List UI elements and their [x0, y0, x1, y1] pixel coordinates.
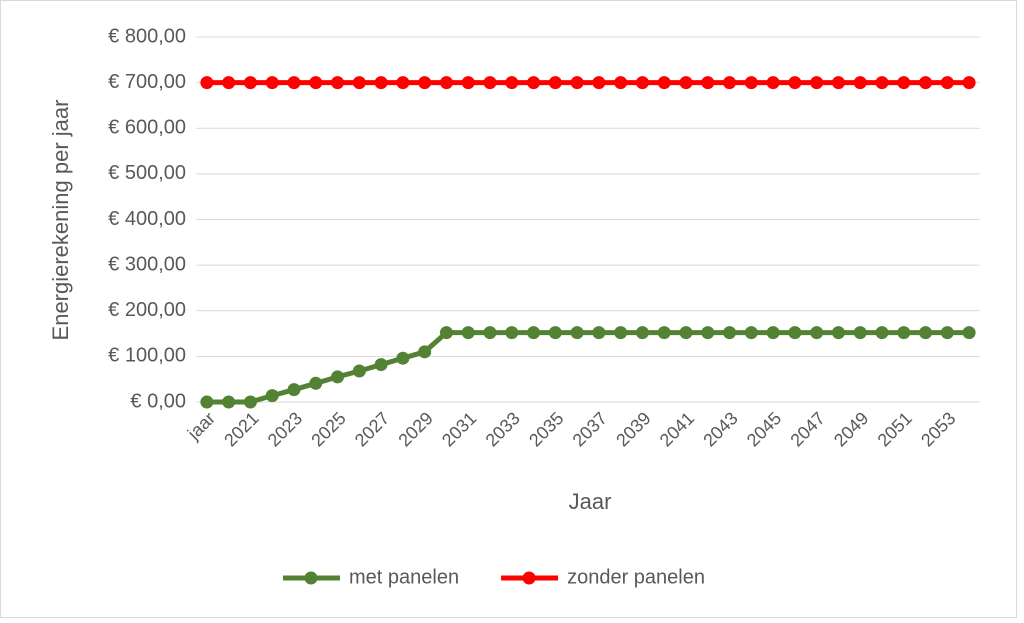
y-tick-label: € 500,00 — [108, 162, 186, 184]
data-point — [200, 395, 214, 409]
data-point — [331, 76, 345, 90]
data-point — [919, 326, 933, 340]
data-point — [897, 326, 911, 340]
data-point — [396, 351, 410, 365]
data-point — [331, 370, 345, 384]
data-point — [483, 326, 497, 340]
data-point — [788, 326, 802, 340]
y-tick-label: € 200,00 — [108, 299, 186, 321]
data-point — [962, 326, 976, 340]
data-point — [527, 326, 541, 340]
data-point — [614, 326, 628, 340]
data-point — [200, 76, 214, 90]
y-tick-label: € 600,00 — [108, 117, 186, 139]
data-point — [657, 326, 671, 340]
data-point — [483, 76, 497, 90]
data-point — [657, 76, 671, 90]
data-point — [309, 376, 323, 390]
data-point — [810, 326, 824, 340]
data-point — [243, 395, 257, 409]
data-point — [701, 76, 715, 90]
data-point — [831, 76, 845, 90]
data-point — [396, 76, 410, 90]
data-point — [570, 326, 584, 340]
data-point — [592, 76, 606, 90]
data-point — [287, 76, 301, 90]
data-point — [439, 326, 453, 340]
legend-marker — [304, 571, 318, 585]
data-point — [265, 389, 279, 403]
data-point — [418, 345, 432, 359]
data-point — [374, 358, 388, 372]
data-point — [679, 76, 693, 90]
x-axis-label: Jaar — [569, 489, 612, 514]
data-point — [505, 326, 519, 340]
data-point — [897, 76, 911, 90]
data-point — [548, 326, 562, 340]
data-point — [505, 76, 519, 90]
data-point — [744, 76, 758, 90]
data-point — [418, 76, 432, 90]
data-point — [962, 76, 976, 90]
data-point — [853, 76, 867, 90]
data-point — [222, 395, 236, 409]
data-point — [875, 326, 889, 340]
data-point — [635, 326, 649, 340]
y-axis-label: Energierekening per jaar — [48, 100, 73, 341]
data-point — [679, 326, 693, 340]
data-point — [614, 76, 628, 90]
data-point — [766, 76, 780, 90]
y-tick-label: € 700,00 — [108, 71, 186, 93]
legend-marker — [522, 571, 536, 585]
data-point — [548, 76, 562, 90]
data-point — [919, 76, 933, 90]
y-tick-label: € 800,00 — [108, 25, 186, 47]
data-point — [374, 76, 388, 90]
y-tick-label: € 400,00 — [108, 208, 186, 230]
data-point — [352, 76, 366, 90]
data-point — [635, 76, 649, 90]
data-point — [592, 326, 606, 340]
data-point — [461, 326, 475, 340]
data-point — [527, 76, 541, 90]
data-point — [744, 326, 758, 340]
data-point — [265, 76, 279, 90]
data-point — [940, 76, 954, 90]
y-tick-label: € 100,00 — [108, 345, 186, 367]
data-point — [875, 76, 889, 90]
data-point — [766, 326, 780, 340]
data-point — [853, 326, 867, 340]
data-point — [723, 326, 737, 340]
data-point — [352, 364, 366, 378]
data-point — [287, 383, 301, 397]
data-point — [723, 76, 737, 90]
data-point — [701, 326, 715, 340]
data-point — [570, 76, 584, 90]
y-tick-label: € 300,00 — [108, 253, 186, 275]
data-point — [788, 76, 802, 90]
data-point — [243, 76, 257, 90]
data-point — [940, 326, 954, 340]
data-point — [309, 76, 323, 90]
data-point — [831, 326, 845, 340]
data-point — [222, 76, 236, 90]
legend-label: zonder panelen — [567, 566, 705, 588]
data-point — [439, 76, 453, 90]
y-tick-label: € 0,00 — [130, 390, 186, 412]
data-point — [461, 76, 475, 90]
data-point — [810, 76, 824, 90]
legend-label: met panelen — [349, 566, 459, 588]
